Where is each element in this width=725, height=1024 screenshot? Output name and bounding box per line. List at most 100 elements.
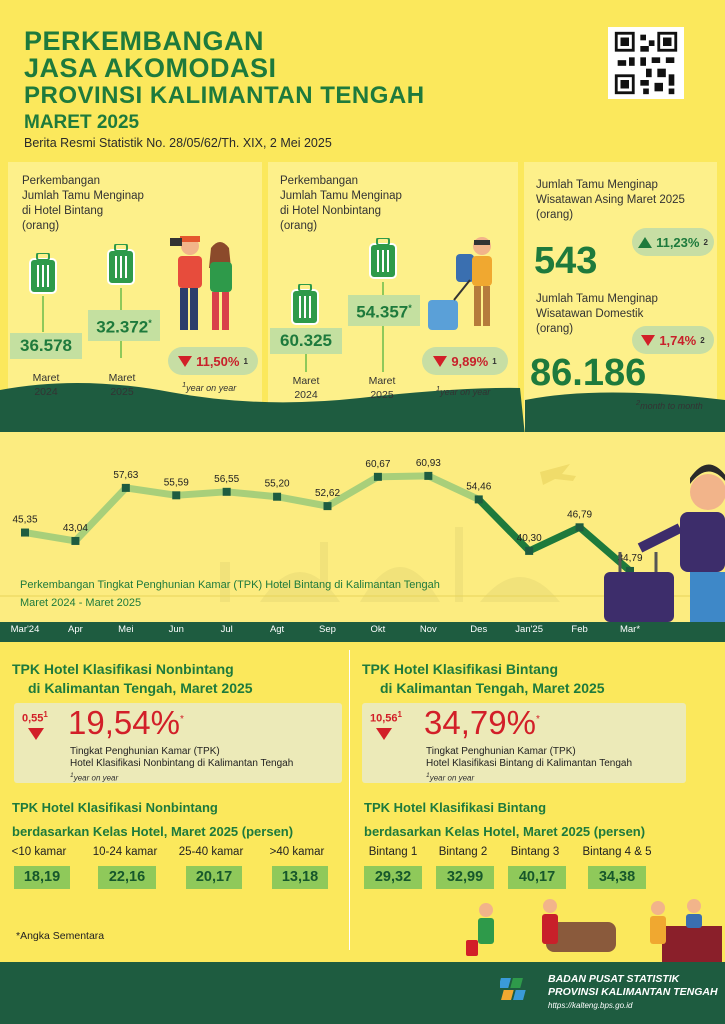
chart-x-tick-label: Nov [419,624,437,635]
chart-line-segment [424,472,483,503]
chart-title: Perkembangan Tingkat Penghunian Kamar (T… [20,579,440,591]
page-title: PERKEMBANGAN JASA AKOMODASI PROVINSI KAL… [24,28,425,135]
domestik-label: Jumlah Tamu Menginap Wisatawan Domestik … [536,293,658,335]
release-info: Berita Resmi Statistik No. 28/05/62/Th. … [24,136,332,150]
bintang-stem-2024 [42,296,44,332]
class-label: Bintang 4 & 5 [582,846,652,858]
chart-point [172,491,181,500]
chart-x-axis-labels: Mar'24 Apr Mei Jun Jul Agt Sep Okt Nov Des Jan'25 F… [0,624,725,640]
chart-x-tick-label: Mei [118,624,134,635]
domestik-value: 86.186 [530,352,647,394]
tpk-nonbintang-title: TPK Hotel Klasifikasi Nonbintang di Kali… [12,661,253,696]
up-arrow-icon [638,236,653,248]
chart-subtitle: Maret 2024 - Maret 2025 [20,597,142,609]
hotel-reception-illustration [466,899,722,962]
chart-x-tick-label: Mar'24 [10,624,40,635]
luggage-icon [369,238,397,279]
chart-point [626,566,634,575]
chart-series [21,472,634,575]
chart-x-tick-label: Jul [220,624,233,635]
class-label: Bintang 1 [368,846,418,858]
chart-line-segment [71,484,130,545]
class-label: >40 kamar [269,846,325,858]
airplane-icon [540,464,576,485]
class-label: Bintang 2 [438,846,488,858]
tpk-bintang-box [362,703,686,783]
nonbintang-label: Perkembangan Jumlah Tamu Menginap di Hot… [280,175,402,232]
chart-data-label: 54,46 [466,481,491,492]
chart-data-label: 55,59 [164,477,189,488]
chart-point [525,546,534,555]
chart-point [424,471,433,480]
bps-logo-icon [500,978,526,1000]
chart-point [373,472,382,481]
footer-url[interactable]: https://kalteng.bps.go.id [548,1001,633,1010]
chart-line-segment [273,493,331,510]
tpk-nonbintang-class-title: TPK Hotel Klasifikasi Nonbintang berdasa… [12,800,294,839]
class-value: 20,17 [186,866,242,889]
chart-x-axis-bar [0,622,725,642]
tpk-bintang-class-title: TPK Hotel Klasifikasi Bintang berdasarka… [364,800,646,839]
tpk-nonbintang-box [14,703,342,783]
title-line-1: PERKEMBANGAN [24,26,265,56]
chart-data-label: 57,63 [113,470,138,481]
chart-x-tick-label: Des [470,624,488,635]
class-value: 18,19 [14,866,70,889]
luggage-icon [291,284,319,325]
chart-x-tick-label: Feb [571,624,588,635]
class-value: 29,32 [364,866,422,889]
chart-point [222,487,231,496]
tpk-bintang-change: 10,561 [370,710,402,725]
chart-point [273,492,282,501]
chart-data-label: 45,35 [12,515,37,526]
tpk-nonbintang-value: 19,54%* [68,704,184,741]
asing-value: 543 [534,240,598,282]
down-arrow-icon [178,355,193,367]
chart-x-tick-label: Apr [68,624,83,635]
down-arrow-icon [641,334,656,346]
nonbintang-stem-2024 [305,354,307,372]
chart-data-label: 56,55 [214,474,239,485]
qr-code-icon[interactable] [608,27,684,99]
chart-line-segment [374,472,432,481]
tourists-illustration [170,236,232,330]
nonbintang-period-2024: Maret 2024 [292,375,320,401]
nonbintang-stem-2025 [382,282,384,372]
chart-data-label: 40,30 [517,533,542,544]
chart-x-tick-label: Jan'25 [515,624,543,635]
bintang-value-2025: 32.372* [88,310,160,341]
bintang-period-2024: Maret 2024 [32,372,60,398]
down-arrow-icon [376,728,392,740]
down-arrow-icon [28,728,44,740]
chart-data-label: 55,20 [265,479,290,490]
class-value: 34,38 [588,866,646,889]
chart-data-label: 60,67 [365,459,390,470]
hills-decoration [0,382,725,436]
chart-data-label: 46,79 [567,509,592,520]
chart-data-label: 60,93 [416,458,441,469]
chart-data-label: 34,79 [617,553,642,564]
domestik-note: 2month to month [636,398,703,411]
class-label: 10-24 kamar [92,846,158,858]
chart-point [323,502,332,511]
tpk-line-chart: 45,35 43,04 57,63 55,59 56,55 55,20 52,62 60,67… [0,458,725,632]
chart-x-tick-label: Okt [370,624,386,635]
bintang-period-2025: Maret 2025 [108,372,136,398]
tpk-nonbintang-desc: Tingkat Penghunian Kamar (TPK) Hotel Kla… [70,746,294,783]
chart-line-segment [475,495,533,555]
chart-x-tick-label: Mar* [619,624,641,635]
class-label: Bintang 3 [510,846,560,858]
luggage-icon [29,253,57,294]
tpk-nonbintang-change: 0,551 [22,710,48,725]
chart-line-segment [172,488,231,499]
class-value: 13,18 [272,866,328,889]
domestik-change-badge: 1,74% 2 [632,326,714,354]
class-label: 25-40 kamar [178,846,244,858]
asing-label: Jumlah Tamu Menginap Wisatawan Asing Mar… [536,179,685,221]
chart-data-label: 43,04 [63,523,88,534]
traveler-with-suitcase [604,464,725,632]
nonbintang-note: 1year on year [436,384,491,397]
chart-line-segment [223,488,281,501]
nonbintang-value-2025: 54.357* [348,295,420,326]
chart-x-tick-label: Agt [269,624,285,635]
